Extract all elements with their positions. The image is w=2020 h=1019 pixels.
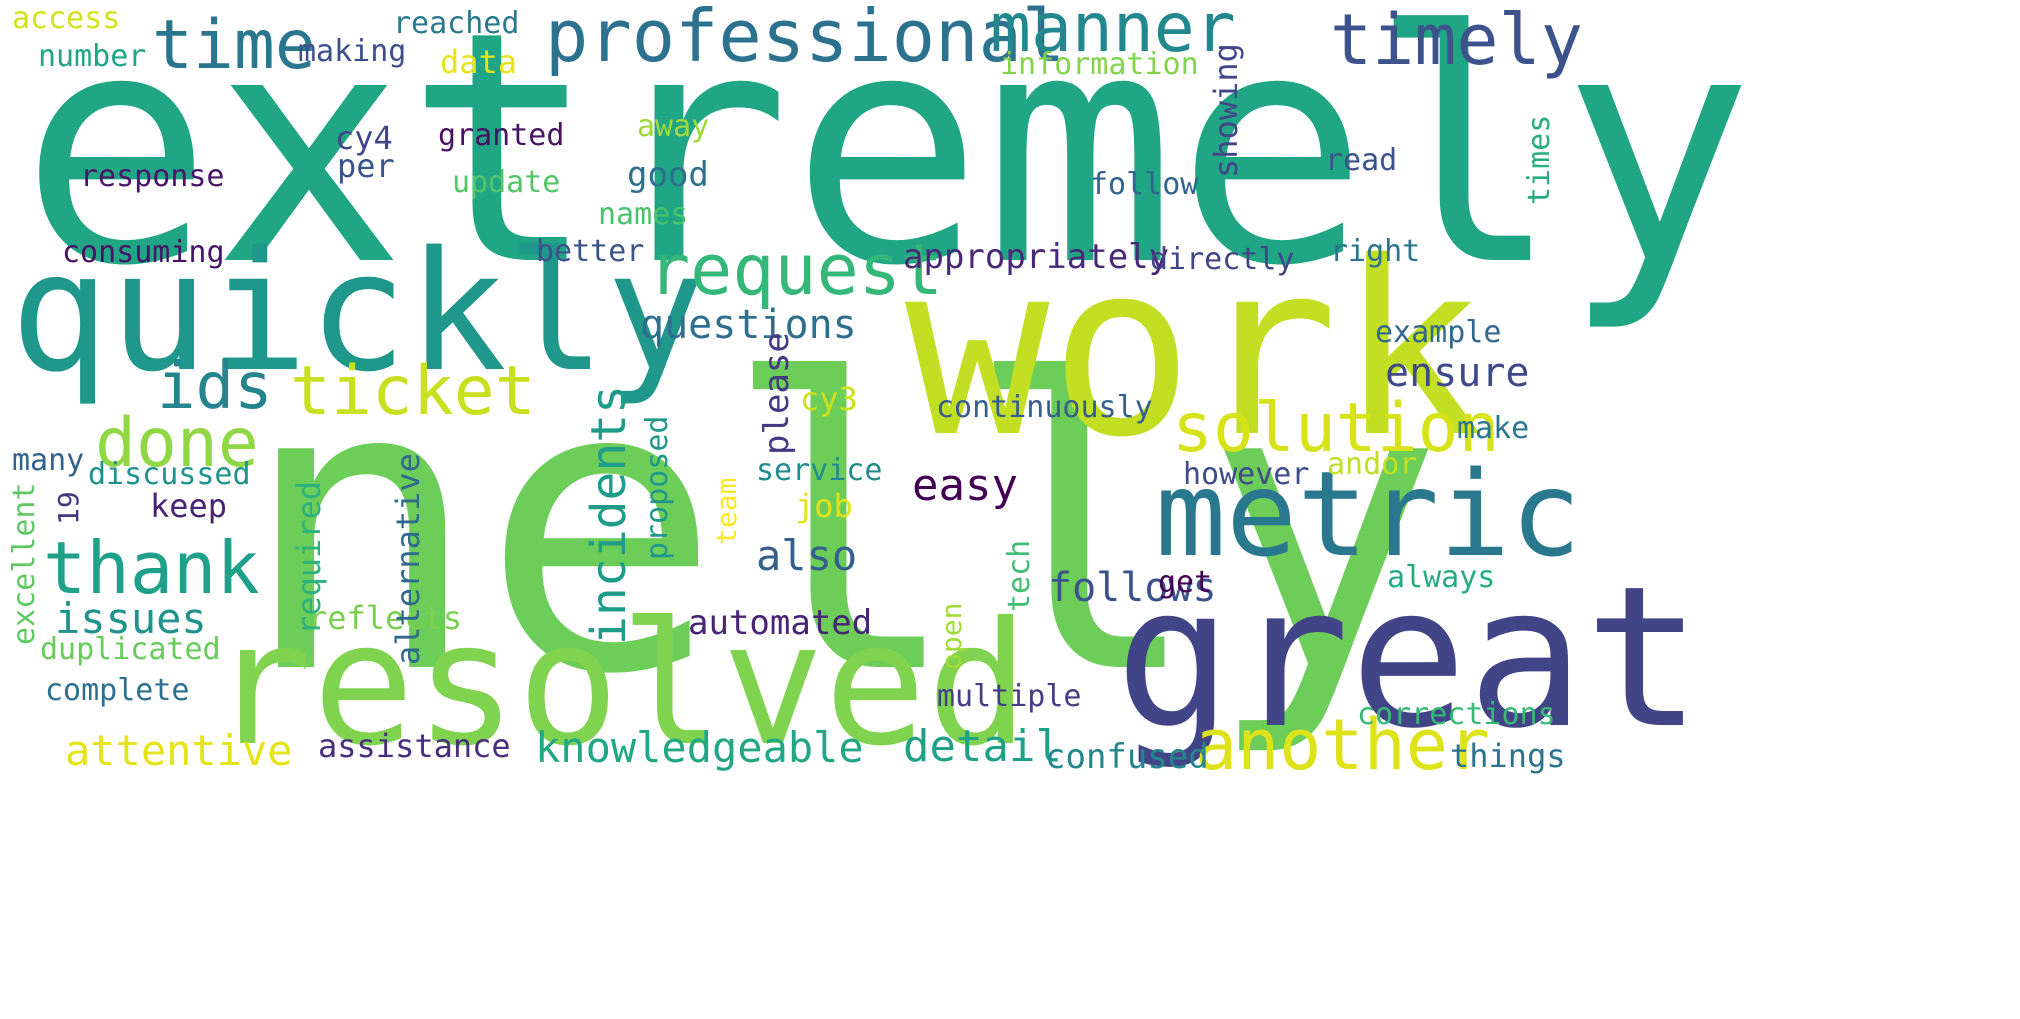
word-thank: thank — [43, 526, 260, 610]
word-reached: reached — [393, 6, 520, 41]
word-however: however — [1183, 457, 1310, 492]
word-incidents: incidents — [581, 384, 637, 645]
word-follow: follow — [1090, 167, 1199, 202]
word-required: required — [290, 480, 328, 635]
word-job: job — [795, 487, 853, 525]
word-excellent: excellent — [7, 482, 42, 645]
word-right: right — [1330, 234, 1421, 269]
word-attentive: attentive — [65, 726, 293, 775]
word-metric: metric — [1155, 445, 1582, 583]
word-access: access — [12, 1, 121, 36]
word-proposed: proposed — [640, 415, 675, 561]
word-good: good — [627, 155, 709, 195]
word-make: make — [1457, 411, 1530, 446]
word-confused: confused — [1045, 737, 1209, 777]
word-duplicated: duplicated — [40, 632, 221, 667]
word-cy3: cy3 — [800, 380, 858, 418]
word-directly: directly — [1150, 242, 1295, 277]
word-appropriately: appropriately — [903, 237, 1170, 277]
word-quickly: quickly — [10, 216, 706, 408]
word-easy: easy — [912, 460, 1018, 511]
word-many: many — [12, 443, 85, 478]
word-example: example — [1375, 315, 1502, 350]
word-service: service — [756, 453, 883, 488]
word-questions: questions — [640, 302, 857, 348]
word-granted: granted — [438, 118, 565, 153]
word-discussed: discussed — [88, 457, 251, 492]
word-continuously: continuously — [936, 390, 1153, 425]
word-get: get — [1158, 565, 1213, 600]
word-corrections: corrections — [1357, 697, 1556, 732]
word-names: names — [598, 197, 689, 232]
word-resolved: resolved — [210, 586, 1029, 784]
word-timely: timely — [1330, 0, 1583, 81]
word-information: information — [1000, 47, 1199, 82]
word-making: making — [298, 34, 407, 69]
word-automated: automated — [688, 603, 873, 643]
word-update: update — [452, 165, 561, 200]
word-complete: complete — [45, 673, 190, 708]
word-consuming: consuming — [62, 235, 225, 270]
word-times: times — [1522, 114, 1557, 205]
word-tech: tech — [1002, 539, 1037, 612]
word-solution: solution — [1172, 389, 1500, 468]
word-open: open — [935, 602, 968, 670]
word-assistance: assistance — [318, 727, 511, 765]
word-number: number — [38, 39, 147, 74]
word-detail: detail — [903, 721, 1062, 772]
word-request: request — [648, 229, 944, 311]
word-please: please — [757, 332, 797, 455]
word-better: better — [536, 234, 645, 269]
word-showing: showing — [1207, 43, 1245, 178]
word-response: response — [80, 159, 225, 194]
word-data: data — [440, 43, 518, 81]
word-work: work — [905, 210, 1483, 490]
word-manner: manner — [990, 0, 1236, 68]
word-things: things — [1450, 737, 1566, 775]
word-ticket: ticket — [290, 352, 536, 431]
word-another: another — [1195, 704, 1491, 786]
word-done: done — [95, 404, 259, 483]
word-always: always — [1387, 560, 1496, 595]
word-great: great — [1115, 544, 1702, 771]
word-multiple: multiple — [937, 679, 1082, 714]
word-team: team — [710, 477, 743, 545]
word-keep: keep — [150, 487, 228, 525]
word-alternative: alternative — [389, 453, 427, 665]
word-ids: ids — [157, 350, 273, 424]
word-ensure: ensure — [1385, 350, 1530, 396]
word-per: per — [337, 147, 395, 185]
word-time: time — [152, 6, 316, 85]
word-19: 19 — [52, 491, 85, 525]
word-away: away — [637, 109, 710, 144]
word-extremely: extremely — [20, 0, 1754, 336]
word-nelly: nelly — [240, 297, 1445, 762]
word-knowledgeable: knowledgeable — [535, 723, 864, 772]
word-read: read — [1325, 143, 1398, 178]
word-issues: issues — [55, 594, 207, 643]
word-reflects: reflects — [308, 599, 463, 637]
word-follows: follows — [1048, 565, 1217, 611]
word-professional: professional — [545, 0, 1066, 78]
word-also: also — [756, 531, 858, 580]
word-andor: andor — [1327, 447, 1418, 482]
word-cy4: cy4 — [335, 119, 393, 157]
